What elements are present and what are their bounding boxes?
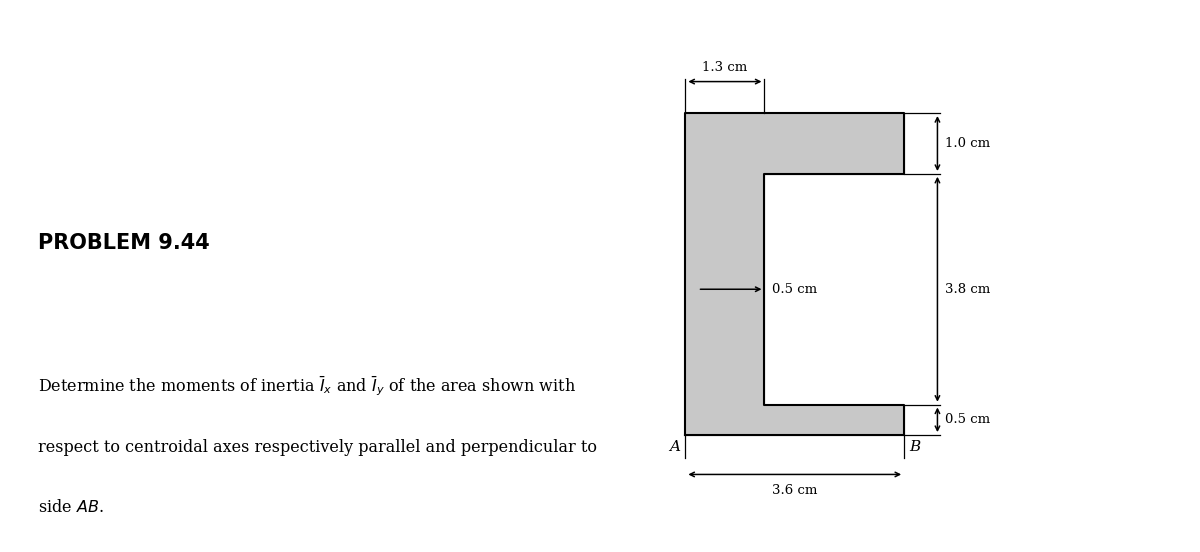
Text: B: B	[908, 440, 920, 454]
Text: respect to centroidal axes respectively parallel and perpendicular to: respect to centroidal axes respectively …	[38, 439, 596, 455]
Polygon shape	[685, 113, 904, 435]
Text: 1.3 cm: 1.3 cm	[702, 61, 748, 75]
Text: 3.8 cm: 3.8 cm	[944, 283, 990, 296]
Text: 1.0 cm: 1.0 cm	[944, 137, 990, 150]
Text: PROBLEM 9.44: PROBLEM 9.44	[38, 233, 210, 253]
Text: A: A	[670, 440, 680, 454]
Text: 3.6 cm: 3.6 cm	[772, 484, 817, 497]
Text: Determine the moments of inertia $\bar{I}_x$ and $\bar{I}_y$ of the area shown w: Determine the moments of inertia $\bar{I…	[38, 374, 576, 399]
Text: 0.5 cm: 0.5 cm	[772, 283, 817, 296]
Text: 0.5 cm: 0.5 cm	[944, 413, 990, 426]
Text: side $AB$.: side $AB$.	[38, 500, 103, 516]
